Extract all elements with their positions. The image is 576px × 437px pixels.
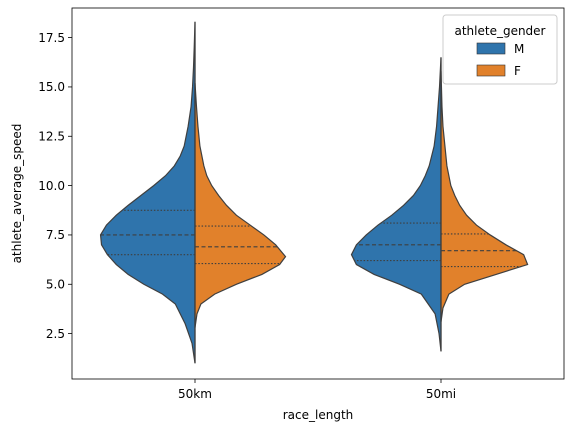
legend-label-f: F — [514, 64, 521, 78]
y-tick-label: 5.0 — [46, 277, 65, 291]
x-tick-label-50km: 50km — [178, 387, 212, 401]
violin-50km-f — [194, 82, 287, 328]
legend-swatch-f — [476, 64, 506, 77]
violin-50mi-m — [350, 57, 442, 352]
legend-swatch-m — [476, 42, 506, 55]
legend-title: athlete_gender — [454, 24, 545, 38]
x-tick-label-50mi: 50mi — [426, 387, 456, 401]
y-axis-label: athlete_average_speed — [10, 124, 24, 264]
y-tick-label: 10.0 — [38, 179, 65, 193]
x-axis: 50km 50mi — [178, 379, 456, 401]
violin-layer — [99, 21, 529, 364]
violin-50mi-f — [440, 71, 529, 322]
violin-50km-m — [99, 21, 196, 364]
legend-label-m: M — [514, 42, 524, 56]
legend: athlete_gender M F — [442, 14, 558, 85]
y-tick-label: 7.5 — [46, 228, 65, 242]
y-tick-label: 17.5 — [38, 31, 65, 45]
y-tick-label: 12.5 — [38, 129, 65, 143]
plot-frame — [71, 7, 565, 380]
y-tick-label: 2.5 — [46, 327, 65, 341]
y-axis: 2.5 5.0 7.5 10.0 12.5 15.0 17.5 — [38, 31, 72, 341]
y-tick-label: 15.0 — [38, 80, 65, 94]
x-axis-label: race_length — [283, 408, 354, 422]
